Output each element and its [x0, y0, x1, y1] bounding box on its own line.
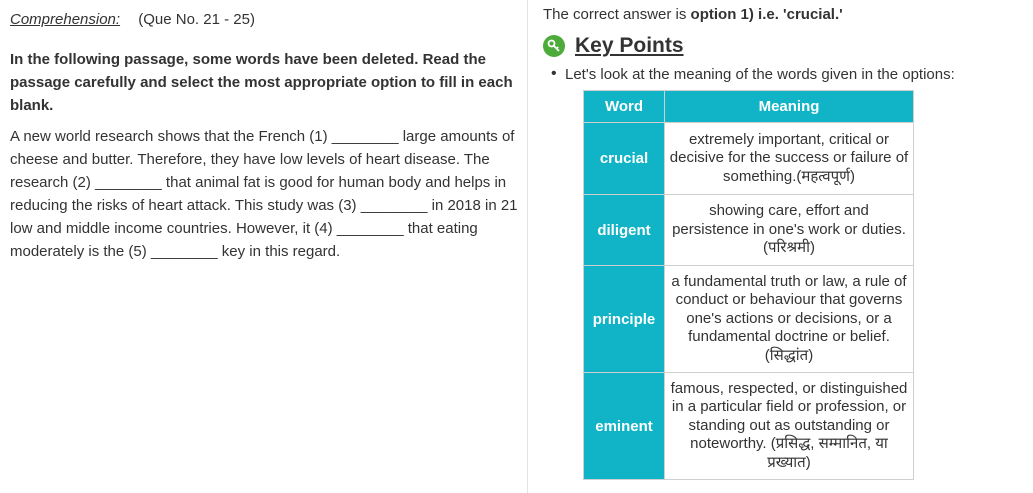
instructions: In the following passage, some words hav… — [10, 51, 513, 114]
answer-option: option 1) i.e. 'crucial.' — [690, 6, 843, 23]
word-cell: principle — [583, 265, 665, 373]
question-range: (Que No. 21 - 25) — [138, 11, 255, 28]
meaning-cell: famous, respected, or distinguished in a… — [664, 372, 914, 480]
panel-divider — [527, 0, 528, 493]
correct-answer: The correct answer is option 1) i.e. 'cr… — [543, 6, 843, 23]
key-icon — [543, 35, 565, 57]
passage-text: A new world research shows that the Fren… — [10, 128, 518, 260]
table-row: principle a fundamental truth or law, a … — [583, 265, 914, 373]
key-points-heading: Key Points — [543, 34, 684, 58]
meaning-cell: extremely important, critical or decisiv… — [664, 122, 914, 195]
meaning-cell: showing care, effort and persistence in … — [664, 194, 914, 266]
word-cell: diligent — [583, 194, 665, 266]
table-header-row: Word Meaning — [583, 90, 914, 123]
word-cell: eminent — [583, 372, 665, 480]
comprehension-label: Comprehension: — [10, 11, 121, 28]
question-panel: Comprehension: (Que No. 21 - 25) In the … — [10, 0, 520, 493]
solution-panel: The correct answer is option 1) i.e. 'cr… — [543, 0, 1023, 493]
table-row: crucial extremely important, critical or… — [583, 122, 914, 195]
answer-prefix: The correct answer is — [543, 6, 691, 23]
word-cell: crucial — [583, 122, 665, 195]
bullet-text: Let's look at the meaning of the words g… — [551, 65, 955, 83]
table-row: diligent showing care, effort and persis… — [583, 194, 914, 266]
header-word: Word — [583, 90, 665, 123]
key-points-title: Key Points — [575, 34, 684, 57]
meanings-table: Word Meaning crucial extremely important… — [583, 90, 914, 480]
meaning-cell: a fundamental truth or law, a rule of co… — [664, 265, 914, 373]
table-row: eminent famous, respected, or distinguis… — [583, 372, 914, 480]
header-meaning: Meaning — [664, 90, 914, 123]
comprehension-header: Comprehension: (Que No. 21 - 25) — [10, 11, 255, 28]
